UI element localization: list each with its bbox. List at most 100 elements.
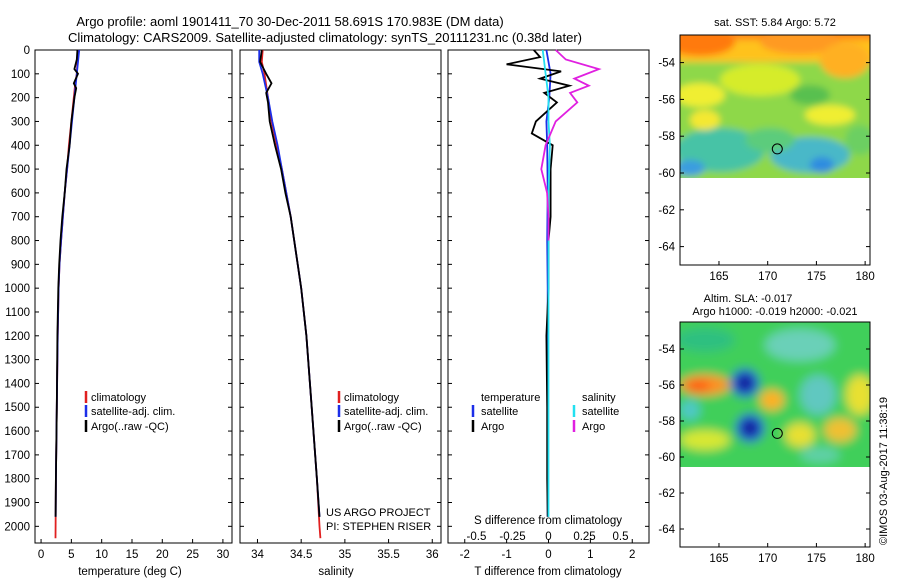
x-tick-label: 36	[426, 549, 439, 561]
depth-tick-label: 1800	[4, 474, 30, 486]
depth-tick-label: 800	[11, 236, 30, 248]
s-diff-tick-label: 0.5	[613, 531, 629, 543]
temperature-profile-plot	[54, 49, 81, 539]
imos-credit: ©IMOS 03-Aug-2017 11:38:19	[878, 397, 890, 545]
pi-annotation: PI: STEPHEN RISER	[326, 521, 431, 533]
lon-tick-label: 180	[856, 553, 875, 565]
sst-map-frame	[679, 34, 871, 266]
x-tick-label: 0	[38, 549, 44, 561]
s-diff-tick-label: 0.25	[573, 531, 595, 543]
project-annotation: US ARGO PROJECT	[326, 507, 431, 519]
depth-tick-label: 200	[11, 93, 30, 105]
figure-title-line1: Argo profile: aoml 1901411_70 30-Dec-201…	[76, 14, 503, 29]
lat-tick-label: -62	[658, 488, 675, 500]
depth-axis: 0 100 200 300 400 500 600 700 800 900 1000 1100 1200…	[4, 45, 649, 533]
sla-map-title: Altim. SLA: -0.017	[704, 293, 793, 305]
legend-label-t-argo: Argo	[481, 421, 504, 433]
lat-tick-label: -54	[658, 58, 675, 70]
depth-tick-label: 700	[11, 212, 30, 224]
lat-tick-label: -64	[658, 242, 675, 254]
depth-tick-label: 0	[24, 45, 30, 57]
lon-tick-label: 180	[856, 271, 875, 283]
t-difference-x-axis: -2 -1 0 1 2	[460, 539, 635, 561]
salinity-panel-frame	[239, 49, 442, 544]
temperature-axis-label: temperature (deg C)	[78, 566, 182, 578]
lat-tick-label: -58	[658, 416, 675, 428]
figure-title-line2: Climatology: CARS2009. Satellite-adjuste…	[68, 30, 582, 45]
legend-label-satellite: satellite-adj. clim.	[91, 406, 175, 418]
legend-label-t-satellite: satellite	[481, 406, 518, 418]
series-line-argo-raw-qc-	[259, 49, 321, 517]
difference-profile-plot	[506, 49, 602, 517]
sla-map-frame	[679, 321, 871, 548]
temperature-panel-frame	[34, 49, 233, 544]
lat-tick-label: -56	[658, 94, 675, 106]
temperature-legend: climatology satellite-adj. clim. Argo(..…	[84, 391, 175, 433]
depth-tick-label: 1300	[4, 355, 30, 367]
difference-legend: temperature salinity satellite Argo sate…	[471, 392, 619, 433]
x-tick-label: 34.5	[290, 549, 312, 561]
depth-tick-label: 500	[11, 164, 30, 176]
legend-label-satellite: satellite-adj. clim.	[344, 406, 428, 418]
depth-tick-label: 1600	[4, 426, 30, 438]
lon-tick-label: 170	[758, 553, 777, 565]
sst-map-title: sat. SST: 5.84 Argo: 5.72	[714, 17, 836, 29]
lat-tick-label: -58	[658, 131, 675, 143]
argo-location-marker	[771, 143, 783, 155]
s-difference-x-axis: -0.5 -0.25 0 0.25 0.5	[467, 531, 629, 543]
series-line-salinity-satellite	[541, 49, 551, 517]
legend-label-s-argo: Argo	[582, 421, 605, 433]
t-difference-axis-label: T difference from climatology	[474, 566, 621, 578]
x-tick-label: 35.5	[377, 549, 399, 561]
series-line-temperature-argo	[506, 49, 573, 517]
series-line-argo-raw-qc-	[54, 49, 80, 517]
sst-field	[680, 35, 870, 178]
depth-tick-label: 100	[11, 69, 30, 81]
sla-map-axes: -54 -56 -58 -60 -62 -64 165 170 175 180	[658, 344, 874, 565]
lat-tick-label: -56	[658, 380, 675, 392]
legend-label-argo: Argo(..raw -QC)	[91, 421, 169, 433]
temperature-x-axis: 0 5 10 15 20 25 30	[38, 539, 229, 561]
x-tick-label: 1	[587, 549, 593, 561]
x-tick-label: 10	[95, 549, 108, 561]
lon-tick-label: 165	[709, 271, 728, 283]
salinity-axis-label: salinity	[318, 566, 353, 578]
lon-tick-label: 175	[807, 271, 826, 283]
x-tick-label: -1	[502, 549, 512, 561]
lat-tick-label: -54	[658, 344, 675, 356]
salinity-profile-plot	[258, 49, 322, 539]
depth-tick-label: 1500	[4, 402, 30, 414]
depth-tick-label: 400	[11, 140, 30, 152]
legend-label-s-satellite: satellite	[582, 406, 619, 418]
depth-tick-label: 1000	[4, 283, 30, 295]
x-tick-label: 0	[545, 549, 551, 561]
salinity-legend: climatology satellite-adj. clim. Argo(..…	[326, 391, 431, 533]
depth-tick-label: 2000	[4, 521, 30, 533]
depth-tick-label: 600	[11, 188, 30, 200]
depth-tick-label: 1400	[4, 378, 30, 390]
sst-map: sat. SST: 5.84 Argo: 5.72	[658, 17, 875, 283]
legend-label-climatology: climatology	[91, 392, 147, 404]
series-line-salinity-argo	[540, 49, 602, 241]
legend-label-climatology: climatology	[344, 392, 400, 404]
depth-tick-label: 1700	[4, 450, 30, 462]
lon-tick-label: 170	[758, 271, 777, 283]
x-tick-label: 15	[126, 549, 139, 561]
legend-header-salinity: salinity	[582, 392, 616, 404]
sla-field	[680, 322, 870, 467]
s-difference-axis-label: S difference from climatology	[474, 515, 622, 527]
depth-tick-label: 1200	[4, 331, 30, 343]
depth-tick-label: 1100	[5, 307, 30, 319]
depth-tick-label: 900	[11, 259, 30, 271]
x-tick-label: 30	[217, 549, 230, 561]
lat-tick-label: -60	[658, 452, 675, 464]
sla-map-subtitle: Argo h1000: -0.019 h2000: -0.021	[692, 306, 857, 318]
series-line-satellite-adj-clim-	[258, 50, 321, 517]
legend-header-temperature: temperature	[481, 392, 540, 404]
sla-map: Altim. SLA: -0.017 Argo h1000: -0.019 h2…	[658, 293, 874, 565]
salinity-x-axis: 34 34.5 35 35.5 36	[251, 539, 439, 561]
legend-label-argo: Argo(..raw -QC)	[344, 421, 422, 433]
s-diff-tick-label: 0	[545, 531, 551, 543]
lon-tick-label: 175	[807, 553, 826, 565]
